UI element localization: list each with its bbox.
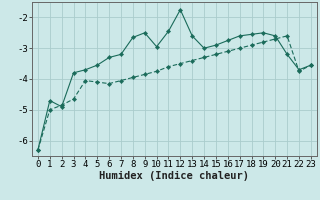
X-axis label: Humidex (Indice chaleur): Humidex (Indice chaleur): [100, 171, 249, 181]
